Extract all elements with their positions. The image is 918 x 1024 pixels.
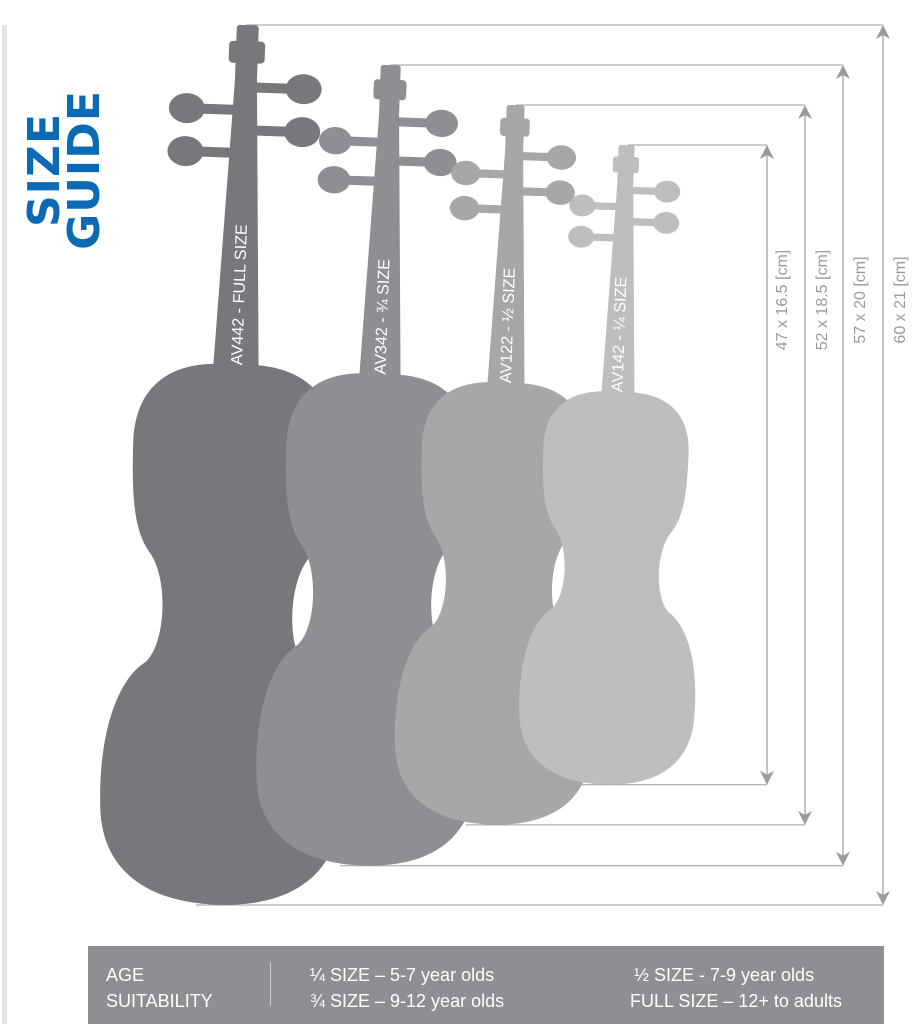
peg-stem (395, 117, 430, 128)
dimension-label: 57 x 20 [cm] (852, 256, 869, 343)
age-three-quarter: ¾ SIZE – 9-12 year olds (310, 991, 505, 1011)
violin-pegbox (500, 117, 530, 137)
peg-stem (519, 187, 550, 197)
peg-stem (591, 202, 619, 211)
peg-stem (345, 175, 380, 186)
violin-size-diagram: 60 x 21 [cm] 57 x 20 [cm] 52 x 18.5 [cm] 47… (100, 24, 909, 906)
peg (653, 212, 680, 234)
peg (168, 93, 205, 124)
peg-stem (476, 169, 507, 179)
age-full: FULL SIZE – 12+ to adults (630, 991, 842, 1011)
dimension-quarter: 47 x 16.5 [cm] (578, 144, 791, 786)
arrow-down-icon (798, 810, 812, 825)
age-heading-line2: SUITABILITY (106, 991, 213, 1011)
peg-stem (198, 146, 236, 158)
violin-pegbox (228, 40, 266, 64)
dimension-three-quarter: 57 x 20 [cm] (340, 64, 869, 867)
peg (318, 126, 352, 155)
arrow-up-icon (760, 145, 774, 159)
side-strip (2, 25, 7, 1024)
violin-label: AV442 - FULL SIZE (228, 224, 251, 366)
peg (285, 74, 322, 105)
peg (449, 195, 480, 221)
violin-pegbox (373, 79, 407, 101)
age-half: ½ SIZE - 7-9 year olds (634, 965, 815, 985)
peg (425, 109, 458, 138)
peg (317, 166, 351, 194)
age-column-2: ½ SIZE - 7-9 year olds FULL SIZE – 12+ t… (630, 962, 842, 1014)
arrow-down-icon (836, 851, 850, 866)
violin-label: AV122 - ½ SIZE (497, 267, 519, 383)
peg (654, 180, 681, 203)
arrow-up-icon (798, 105, 812, 119)
peg-stem (590, 233, 618, 242)
peg-stem (629, 218, 657, 227)
violin-quarter: AV142 - ¼ SIZE (519, 144, 696, 785)
dimension-label: 47 x 16.5 [cm] (774, 250, 791, 351)
peg-stem (347, 136, 381, 147)
dimension-half: 52 x 18.5 [cm] (466, 104, 831, 826)
age-heading-line1: AGE (106, 965, 145, 985)
peg (546, 145, 577, 170)
age-suitability-bar: AGE SUITABILITY ¼ SIZE – 5-7 year olds ¾… (88, 946, 884, 1024)
violin-label: AV142 - ¼ SIZE (608, 276, 630, 392)
peg-stem (199, 103, 238, 115)
age-quarter: ¼ SIZE – 5-7 year olds (310, 965, 495, 985)
peg-stem (475, 204, 506, 214)
peg (569, 194, 596, 217)
peg-stem (630, 186, 658, 195)
peg-stem (394, 156, 429, 167)
peg (545, 180, 575, 205)
arrow-down-icon (760, 770, 774, 785)
arrow-up-icon (876, 25, 890, 39)
peg (284, 117, 321, 148)
peg-stem (253, 82, 291, 94)
arrow-up-icon (836, 65, 850, 79)
peg (568, 225, 595, 248)
peg-stem (520, 151, 551, 162)
violin-neck (358, 114, 401, 385)
dimension-label: 60 x 21 [cm] (892, 256, 909, 343)
peg (451, 160, 481, 186)
violin-body (519, 391, 696, 785)
age-column-1: ¼ SIZE – 5-7 year olds ¾ SIZE – 9-12 yea… (310, 962, 504, 1014)
divider (270, 962, 271, 1006)
violin-neck (601, 184, 635, 401)
age-heading: AGE SUITABILITY (106, 962, 213, 1014)
violin-label: AV342 - ¾ SIZE (371, 259, 393, 375)
peg (423, 148, 457, 177)
dimension-label: 52 x 18.5 [cm] (814, 250, 831, 351)
violin-neck (486, 149, 525, 392)
peg-stem (252, 125, 290, 137)
violin-neck (212, 79, 259, 376)
arrow-down-icon (876, 891, 890, 905)
dimension-full: 60 x 21 [cm] (196, 24, 909, 906)
violin-pegbox (612, 156, 640, 174)
peg (167, 136, 204, 167)
